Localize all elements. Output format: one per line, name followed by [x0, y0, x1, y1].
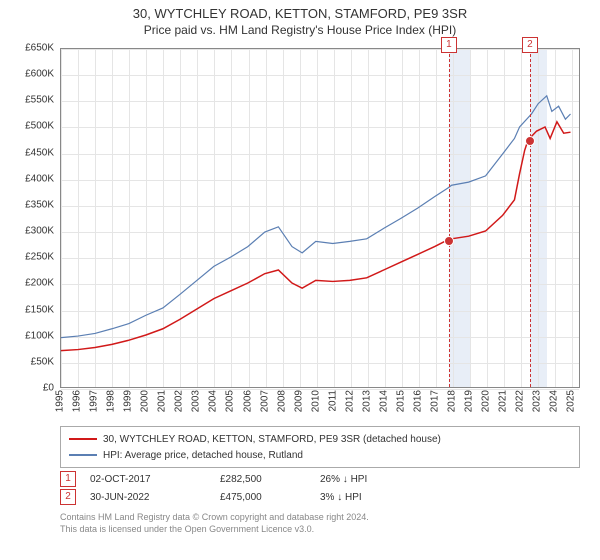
y-axis-tick-label: £650K — [4, 43, 54, 54]
y-axis-tick-label: £550K — [4, 95, 54, 106]
footer-line-2: This data is licensed under the Open Gov… — [60, 524, 580, 536]
y-axis-tick-label: £0 — [4, 383, 54, 394]
sale-row-date: 30-JUN-2022 — [90, 492, 220, 503]
title-block: 30, WYTCHLEY ROAD, KETTON, STAMFORD, PE9… — [0, 0, 600, 37]
x-axis-tick-label: 2015 — [395, 390, 406, 412]
x-axis-tick-label: 2001 — [157, 390, 168, 412]
y-axis-tick-label: £350K — [4, 199, 54, 210]
chart-title-line-2: Price paid vs. HM Land Registry's House … — [0, 23, 600, 37]
x-axis-tick-label: 2020 — [481, 390, 492, 412]
x-axis-tick-label: 2019 — [464, 390, 475, 412]
x-axis-tick-label: 1995 — [55, 390, 66, 412]
y-axis-tick-label: £150K — [4, 304, 54, 315]
x-axis-tick-label: 2023 — [532, 390, 543, 412]
sale-row-number: 1 — [60, 471, 76, 487]
x-axis-tick-label: 2005 — [225, 390, 236, 412]
sales-table: 1 02-OCT-2017£282,50026% ↓ HPI 2 30-JUN-202… — [60, 470, 580, 506]
y-axis-tick-label: £300K — [4, 226, 54, 237]
footer-text: Contains HM Land Registry data © Crown c… — [60, 512, 580, 535]
sale-marker-number: 2 — [522, 37, 538, 53]
x-axis-tick-label: 1999 — [123, 390, 134, 412]
x-axis-tick-label: 2002 — [174, 390, 185, 412]
sale-row-price: £475,000 — [220, 492, 320, 503]
legend-label: 30, WYTCHLEY ROAD, KETTON, STAMFORD, PE9… — [103, 434, 441, 445]
x-axis-tick-label: 2018 — [447, 390, 458, 412]
legend: 30, WYTCHLEY ROAD, KETTON, STAMFORD, PE9… — [60, 426, 580, 468]
chart-area: 12 £0£50K£100K£150K£200K£250K£300K£350K£… — [60, 48, 580, 388]
sale-row-date: 02-OCT-2017 — [90, 474, 220, 485]
sale-row-price: £282,500 — [220, 474, 320, 485]
sale-marker-line — [449, 49, 450, 387]
y-axis-tick-label: £100K — [4, 330, 54, 341]
x-axis-tick-label: 2022 — [515, 390, 526, 412]
x-axis-tick-label: 2004 — [208, 390, 219, 412]
x-axis-tick-label: 2008 — [276, 390, 287, 412]
series-price_paid — [61, 122, 571, 351]
x-axis-tick-label: 2003 — [191, 390, 202, 412]
x-axis-tick-label: 2009 — [293, 390, 304, 412]
legend-swatch — [69, 438, 97, 440]
plot-frame: 12 — [60, 48, 580, 388]
x-axis-tick-label: 2007 — [259, 390, 270, 412]
legend-swatch — [69, 454, 97, 456]
footer-line-1: Contains HM Land Registry data © Crown c… — [60, 512, 580, 524]
sale-marker-number: 1 — [441, 37, 457, 53]
legend-item: HPI: Average price, detached house, Rutl… — [69, 447, 571, 463]
x-axis-tick-label: 2025 — [566, 390, 577, 412]
y-axis-tick-label: £200K — [4, 278, 54, 289]
x-axis-tick-label: 2000 — [140, 390, 151, 412]
legend-item: 30, WYTCHLEY ROAD, KETTON, STAMFORD, PE9… — [69, 431, 571, 447]
x-axis-tick-label: 2016 — [413, 390, 424, 412]
x-axis-tick-label: 2013 — [361, 390, 372, 412]
y-axis-tick-label: £250K — [4, 252, 54, 263]
x-axis-tick-label: 2017 — [430, 390, 441, 412]
sale-row-relative: 26% ↓ HPI — [320, 474, 520, 485]
x-axis-tick-label: 2021 — [498, 390, 509, 412]
sale-row-relative: 3% ↓ HPI — [320, 492, 520, 503]
x-axis-tick-label: 1997 — [89, 390, 100, 412]
x-axis-tick-label: 1998 — [106, 390, 117, 412]
x-axis-tick-label: 1996 — [72, 390, 83, 412]
sale-marker-line — [530, 49, 531, 387]
series-hpi — [61, 96, 571, 338]
x-axis-tick-label: 2010 — [310, 390, 321, 412]
sale-row: 2 30-JUN-2022£475,0003% ↓ HPI — [60, 488, 580, 506]
sale-row: 1 02-OCT-2017£282,50026% ↓ HPI — [60, 470, 580, 488]
x-axis-tick-label: 2012 — [344, 390, 355, 412]
chart-container: 30, WYTCHLEY ROAD, KETTON, STAMFORD, PE9… — [0, 0, 600, 560]
y-axis-tick-label: £450K — [4, 147, 54, 158]
y-axis-tick-label: £600K — [4, 69, 54, 80]
chart-title-line-1: 30, WYTCHLEY ROAD, KETTON, STAMFORD, PE9… — [0, 6, 600, 21]
y-axis-tick-label: £400K — [4, 173, 54, 184]
line-series-layer — [61, 49, 579, 387]
x-axis-tick-label: 2014 — [378, 390, 389, 412]
sale-marker-dot — [525, 136, 535, 146]
sale-row-number: 2 — [60, 489, 76, 505]
y-axis-tick-label: £50K — [4, 356, 54, 367]
y-axis-tick-label: £500K — [4, 121, 54, 132]
x-axis-tick-label: 2011 — [327, 390, 338, 412]
sale-marker-dot — [444, 236, 454, 246]
legend-label: HPI: Average price, detached house, Rutl… — [103, 450, 303, 461]
x-axis-tick-label: 2024 — [549, 390, 560, 412]
x-axis-tick-label: 2006 — [242, 390, 253, 412]
